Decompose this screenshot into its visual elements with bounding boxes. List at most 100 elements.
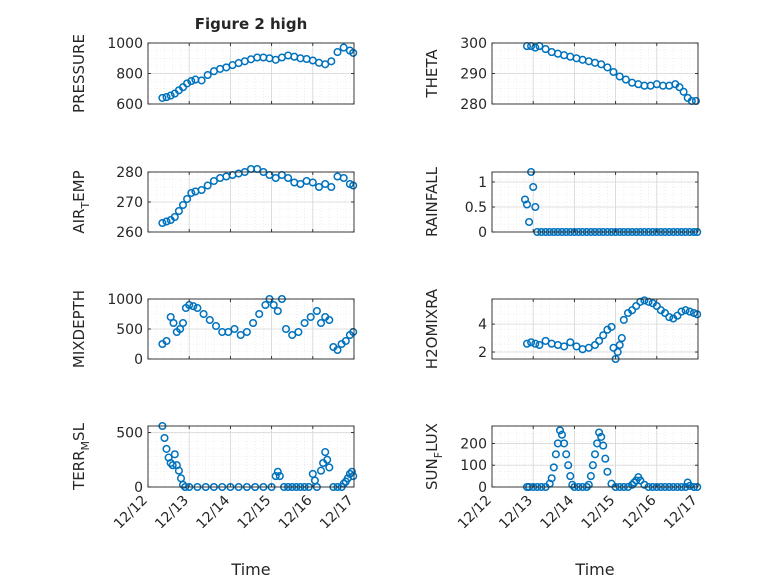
- data-point: [275, 472, 284, 481]
- data-point: [312, 306, 321, 316]
- data-point: [640, 296, 649, 305]
- y-axis-label-rest: LUX: [423, 423, 441, 452]
- data-point: [203, 181, 212, 190]
- data-point: [679, 87, 688, 96]
- x-tick-label: 12/17: [317, 493, 357, 533]
- data-point: [230, 324, 239, 334]
- data-point: [284, 173, 293, 183]
- data-point: [595, 336, 604, 345]
- data-point: [564, 461, 573, 470]
- data-point: [597, 432, 606, 441]
- y-axis-label-main: PRESSURE: [70, 34, 88, 113]
- data-point: [349, 48, 358, 57]
- x-tick-label: 12/13: [496, 493, 536, 533]
- data-point: [325, 463, 334, 472]
- y-axis-label-rest: EMP: [70, 170, 88, 201]
- data-point: [199, 309, 208, 319]
- data-point: [597, 60, 606, 69]
- y-tick-label: 0: [478, 225, 487, 241]
- y-tick-label: 1000: [107, 292, 143, 308]
- x-tick-label: 12/14: [537, 492, 577, 532]
- data-point: [551, 450, 560, 459]
- data-point: [349, 472, 358, 481]
- data-point: [314, 182, 324, 192]
- data-point: [162, 444, 171, 453]
- data-point: [341, 336, 350, 346]
- data-point: [306, 312, 315, 322]
- data-point: [333, 48, 342, 57]
- data-point: [281, 324, 291, 334]
- data-point: [174, 466, 183, 475]
- y-tick-label: 100: [460, 458, 487, 474]
- data-point: [615, 340, 624, 350]
- data-point: [162, 336, 171, 346]
- axes-sunflux: 0 100 200 12/12 12/13 12/14 12/15 12/16 12/17 SUN…: [423, 423, 702, 533]
- data-point: [628, 480, 637, 489]
- data-point: [560, 342, 569, 351]
- data-point: [162, 93, 171, 102]
- y-tick-label: 500: [116, 426, 143, 442]
- data-point: [327, 57, 336, 66]
- data-point: [296, 179, 305, 189]
- y-axis-label-subscript: T: [79, 202, 92, 210]
- data-point: [166, 91, 175, 100]
- data-point: [158, 218, 167, 228]
- y-axis-label: TERRMSL: [70, 422, 92, 491]
- data-point: [588, 461, 597, 470]
- data-point: [584, 480, 593, 489]
- y-axis-label: AIRTEMP: [70, 170, 92, 233]
- data-point: [609, 67, 618, 77]
- data-point: [224, 327, 233, 337]
- data-point: [531, 202, 540, 212]
- x-tick-label: 12/15: [235, 493, 275, 533]
- y-axis-label: THETA: [423, 49, 441, 99]
- data-point: [640, 480, 649, 489]
- data-point: [316, 466, 326, 475]
- data-point: [316, 318, 326, 328]
- data-point: [162, 217, 171, 226]
- data-point: [187, 188, 196, 198]
- data-point: [158, 93, 167, 102]
- y-axis-label-main: SUN: [423, 458, 441, 490]
- data-point: [566, 338, 575, 347]
- y-tick-label: 1000: [107, 36, 143, 52]
- y-axis-label-subscript: F: [432, 452, 445, 458]
- data-point: [665, 313, 674, 322]
- y-axis-label: H2OMIXRA: [423, 288, 441, 369]
- x-tick-label: 12/17: [661, 493, 701, 533]
- data-point: [541, 45, 550, 54]
- data-point: [675, 83, 684, 92]
- data-point: [527, 338, 536, 347]
- data-point: [522, 200, 532, 209]
- data-point: [273, 467, 282, 476]
- data-point: [183, 194, 192, 204]
- y-axis-label: RAINFALL: [423, 166, 441, 237]
- data-point: [547, 474, 556, 483]
- data-point: [197, 185, 206, 195]
- data-point: [321, 60, 330, 69]
- data-point: [632, 301, 641, 311]
- data-point: [615, 72, 624, 81]
- y-tick-label: 0: [478, 480, 487, 496]
- y-axis-label-main: MIXDEPTH: [70, 290, 88, 368]
- data-point: [242, 327, 251, 337]
- data-point: [347, 467, 356, 476]
- data-point: [685, 307, 694, 316]
- axes-airtemp: 260 270 280 AIRTEMP: [70, 164, 358, 241]
- data-point: [183, 79, 192, 88]
- y-tick-label: 0.5: [465, 200, 487, 216]
- data-point: [644, 297, 653, 306]
- data-point: [160, 433, 169, 443]
- data-point: [236, 330, 245, 340]
- axes-box: [147, 425, 355, 488]
- data-point: [211, 321, 221, 331]
- data-point: [607, 322, 616, 331]
- data-point: [628, 306, 637, 315]
- data-point: [555, 426, 565, 435]
- data-point: [590, 340, 600, 350]
- data-point: [652, 301, 661, 311]
- data-point: [169, 318, 178, 328]
- data-point: [677, 307, 686, 316]
- data-point: [560, 439, 569, 448]
